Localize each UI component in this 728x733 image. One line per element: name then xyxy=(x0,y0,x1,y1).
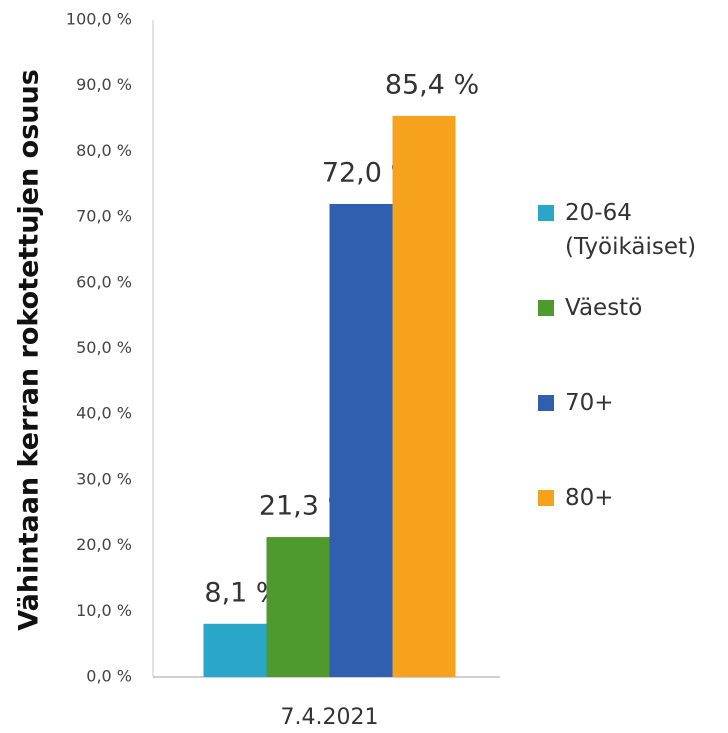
legend: 20-64 (Työikäiset) Väestö 70+ 80+ xyxy=(538,196,718,576)
y-tick-label: 60,0 % xyxy=(76,272,132,291)
y-tick-label: 10,0 % xyxy=(76,601,132,620)
legend-item: Väestö xyxy=(538,291,718,386)
y-tick-label: 20,0 % xyxy=(76,535,132,554)
legend-label: 70+ xyxy=(565,390,614,416)
y-axis-title: Vähintaan kerran rokotettujen osuus xyxy=(14,69,45,631)
bar xyxy=(329,203,393,677)
bar xyxy=(392,115,456,677)
x-tick-label: 7.4.2021 xyxy=(281,705,379,730)
legend-swatch xyxy=(538,395,554,411)
legend-item: 70+ xyxy=(538,386,718,481)
legend-swatch xyxy=(538,300,554,316)
legend-item: 80+ xyxy=(538,481,718,576)
legend-label: Väestö xyxy=(565,295,643,321)
y-tick-label: 80,0 % xyxy=(76,141,132,160)
value-label: 85,4 % xyxy=(385,69,479,100)
legend-swatch xyxy=(538,490,554,506)
y-tick-label: 50,0 % xyxy=(76,338,132,357)
y-tick-label: 40,0 % xyxy=(76,404,132,423)
legend-swatch xyxy=(538,205,554,221)
legend-label: 80+ xyxy=(565,485,614,511)
y-tick-label: 0,0 % xyxy=(86,667,132,686)
y-tick-label: 70,0 % xyxy=(76,207,132,226)
bar xyxy=(203,623,267,677)
y-tick-label: 100,0 % xyxy=(66,10,132,29)
legend-item: 20-64 (Työikäiset) xyxy=(538,196,718,291)
y-tick-label: 30,0 % xyxy=(76,469,132,488)
y-tick-label: 90,0 % xyxy=(76,75,132,94)
legend-label: 20-64 (Työikäiset) xyxy=(565,200,697,260)
bar xyxy=(266,537,330,677)
